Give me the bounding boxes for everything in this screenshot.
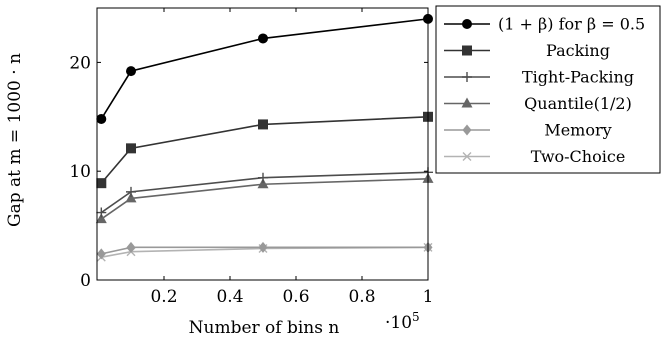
data-point-square xyxy=(126,143,136,154)
data-point-x xyxy=(462,152,472,161)
data-point-square xyxy=(96,178,107,189)
x-tick-label: 1 xyxy=(423,287,434,307)
series-group xyxy=(96,111,433,189)
x-tick-label: 0.6 xyxy=(282,287,309,307)
legend-label: (1 + β) for β = 0.5 xyxy=(498,15,645,34)
series-line xyxy=(100,178,429,220)
legend-box xyxy=(435,5,661,174)
legend-label: Quantile(1/2) xyxy=(524,94,632,113)
plot-area xyxy=(95,13,434,262)
data-point-diamond xyxy=(462,124,472,136)
legend-label: Packing xyxy=(546,41,610,60)
x-axis-label: Number of bins n xyxy=(189,318,340,338)
data-point-circle xyxy=(96,113,107,124)
series-line xyxy=(101,246,428,255)
series-group xyxy=(96,167,433,218)
x-axis-multiplier-exponent: 5 xyxy=(412,310,420,324)
y-axis: 0 10 20 xyxy=(69,53,428,291)
x-axis-multiplier: ·105 xyxy=(385,310,420,333)
data-point-triangle xyxy=(125,192,137,203)
legend-label: Two-Choice xyxy=(531,147,626,166)
data-point-circle xyxy=(258,33,268,44)
data-point-plus xyxy=(258,172,268,183)
legend: (1 + β) for β = 0.5 Packing Tight-Packing Q… xyxy=(435,5,661,174)
plot-frame xyxy=(96,7,429,281)
data-point-triangle xyxy=(257,178,269,189)
data-point-circle xyxy=(126,66,136,77)
legend-label: Memory xyxy=(544,121,611,140)
series-line xyxy=(100,116,429,184)
data-point-square xyxy=(258,119,268,130)
data-point-square xyxy=(462,45,472,56)
series-group xyxy=(96,241,433,260)
data-point-plus xyxy=(126,186,136,197)
series-group xyxy=(95,172,434,224)
data-point-plus xyxy=(462,72,472,82)
x-tick-label: 0.4 xyxy=(216,287,243,307)
y-axis-label: Gap at m = 1000 · n xyxy=(5,53,25,227)
data-point-diamond xyxy=(258,241,268,253)
y-tick-label: 20 xyxy=(69,53,91,73)
data-point-diamond xyxy=(126,241,136,253)
legend-label: Tight-Packing xyxy=(522,68,634,87)
data-point-diamond xyxy=(96,248,106,260)
x-axis: 0.2 0.4 0.6 0.8 1 xyxy=(150,8,433,307)
y-tick-label: 0 xyxy=(80,271,91,291)
series-line xyxy=(100,171,429,214)
data-point-circle xyxy=(462,19,472,29)
series-line xyxy=(100,18,429,120)
x-axis-multiplier-base: ·10 xyxy=(385,313,412,333)
y-tick-label: 10 xyxy=(69,162,91,182)
data-point-plus xyxy=(96,207,107,218)
series-group xyxy=(96,13,433,124)
x-tick-label: 0.8 xyxy=(348,287,375,307)
data-point-triangle xyxy=(461,97,473,108)
data-point-triangle xyxy=(95,213,107,224)
x-tick-label: 0.2 xyxy=(150,287,177,307)
